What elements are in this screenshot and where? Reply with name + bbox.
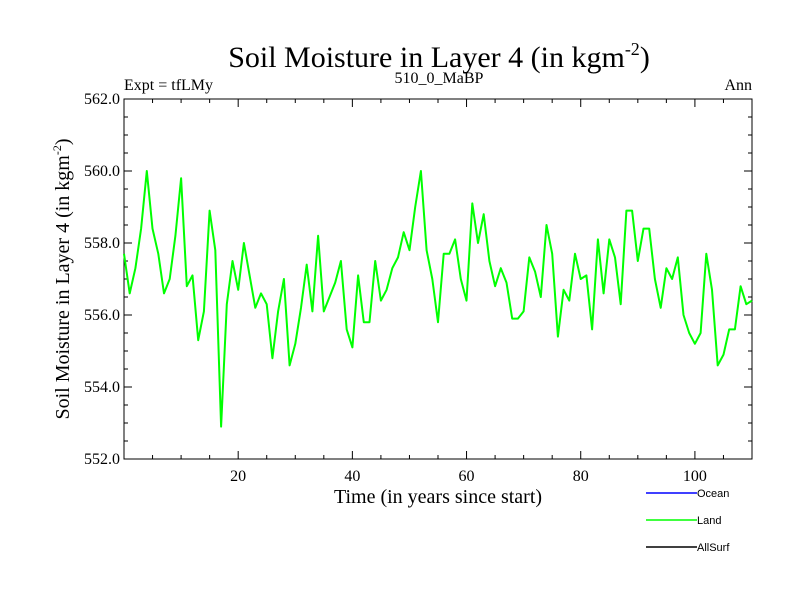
- subtitle-center: 510_0_MaBP: [395, 70, 484, 87]
- y-tick-label: 562.0: [84, 91, 120, 108]
- x-tick-label: 20: [230, 468, 246, 485]
- legend-label-ocean: Ocean: [697, 488, 729, 500]
- x-tick-label: 60: [459, 468, 475, 485]
- x-axis-label: Time (in years since start): [334, 486, 542, 508]
- x-tick-label: 80: [573, 468, 589, 485]
- subtitle-right: Ann: [724, 77, 752, 94]
- y-axis-label-superscript: -2: [50, 145, 64, 155]
- plot-frame: [123, 98, 753, 460]
- y-tick-label: 554.0: [84, 379, 120, 396]
- x-tick-label: 40: [344, 468, 360, 485]
- axis-ticks: [124, 98, 752, 460]
- x-tick-labels: 20 40 60 80 100: [230, 468, 707, 485]
- legend-label-allsurf: AllSurf: [697, 542, 730, 554]
- y-axis-label-text: Soil Moisture in Layer 4 (in kgm: [52, 155, 74, 420]
- legend: Ocean Land AllSurf: [646, 488, 730, 554]
- y-tick-label: 556.0: [84, 307, 120, 324]
- series-line-land: [123, 170, 753, 428]
- chart-title-close: ): [640, 41, 650, 74]
- x-tick-label: 100: [683, 468, 707, 485]
- legend-label-land: Land: [697, 515, 721, 527]
- chart-title-text: Soil Moisture in Layer 4 (in kgm: [228, 41, 625, 74]
- svg-text:Soil Moisture in Layer 4 (in k: Soil Moisture in Layer 4 (in kgm-2): [50, 138, 74, 419]
- y-tick-label: 558.0: [84, 235, 120, 252]
- y-tick-label: 560.0: [84, 163, 120, 180]
- y-tick-labels: 552.0 554.0 556.0 558.0 560.0 562.0: [84, 91, 120, 468]
- chart-title: Soil Moisture in Layer 4 (in kgm-2): [228, 39, 650, 74]
- svg-text:Soil Moisture in Layer 4 (in k: Soil Moisture in Layer 4 (in kgm-2): [228, 39, 650, 74]
- chart-title-superscript: -2: [625, 39, 640, 59]
- y-axis-label-close: ): [52, 138, 74, 145]
- y-axis-label: Soil Moisture in Layer 4 (in kgm-2): [50, 138, 74, 419]
- y-tick-label: 552.0: [84, 451, 120, 468]
- subtitle-left: Expt = tfLMy: [124, 77, 213, 94]
